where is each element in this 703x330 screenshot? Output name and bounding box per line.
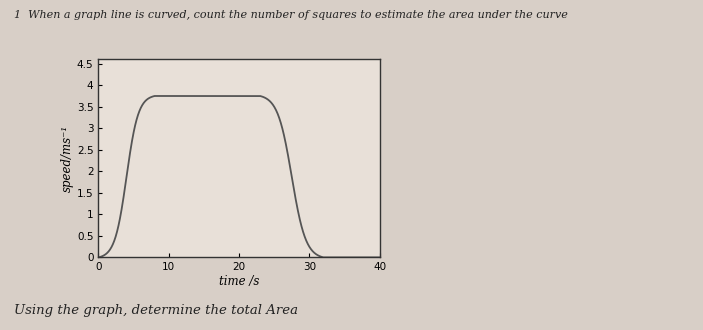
Text: 1  When a graph line is curved, count the number of squares to estimate the area: 1 When a graph line is curved, count the…	[14, 10, 568, 20]
Y-axis label: speed/ms⁻¹: speed/ms⁻¹	[61, 125, 74, 192]
Text: Using the graph, determine the total Area: Using the graph, determine the total Are…	[14, 304, 298, 317]
X-axis label: time /s: time /s	[219, 275, 259, 288]
